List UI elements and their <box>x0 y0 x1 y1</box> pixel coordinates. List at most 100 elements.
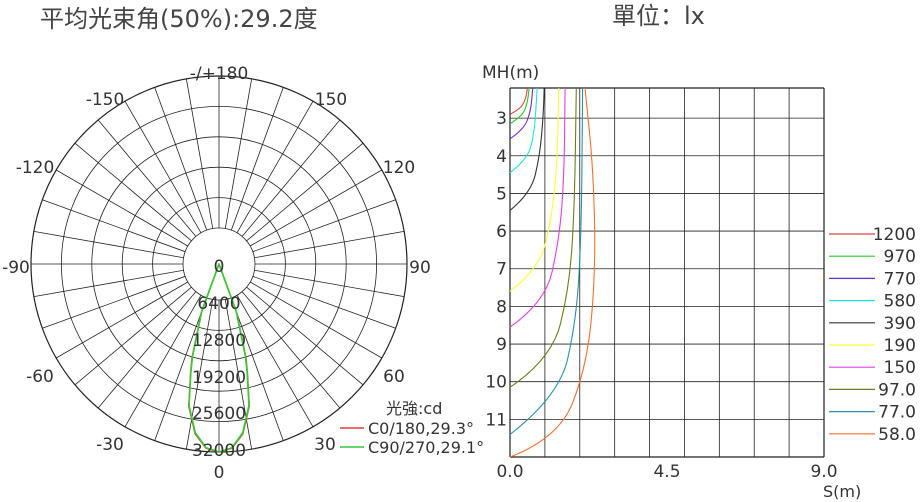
polar-spoke <box>254 269 405 298</box>
isolux-curve-9 <box>509 87 596 458</box>
intensity-labels: 0 6400 12800 19200 25600 32000 <box>192 257 246 461</box>
angle-label-minus-30: -30 <box>96 435 124 455</box>
intensity-label-0: 0 <box>214 257 225 277</box>
legend-label: 580 <box>884 292 916 312</box>
angle-label-150: 150 <box>315 90 347 110</box>
polar-spoke <box>185 299 214 450</box>
isolux-curve-7 <box>509 87 577 388</box>
intensity-label-6400: 6400 <box>197 294 240 314</box>
polar-spoke <box>224 299 253 450</box>
polar-spoke <box>33 269 184 298</box>
polar-spoke <box>224 78 253 229</box>
polar-spoke <box>97 291 197 409</box>
y-tick-label: 6 <box>496 222 507 242</box>
polar-spoke <box>154 297 208 441</box>
polar-spoke <box>246 286 364 386</box>
polar-spoke <box>241 291 341 409</box>
isolux-curve-8 <box>509 87 584 435</box>
isolux-curve-2 <box>509 87 534 140</box>
y-tick-label: 11 <box>485 410 507 430</box>
intensity-label-12800: 12800 <box>192 331 246 351</box>
isolux-axis-labels: MH(m) 3 4 5 6 7 8 9 10 11 0.0 4.5 9.0S(m) <box>482 63 861 501</box>
angle-label-minus-60: -60 <box>26 367 54 387</box>
legend-label: 970 <box>884 247 916 267</box>
polar-intensity-chart: -/+180 -150 150 -120 120 -90 90 -60 60 -… <box>2 64 484 483</box>
x-axis-title: S(m) <box>823 482 861 501</box>
polar-spoke <box>42 275 186 329</box>
polar-angle-labels: -/+180 -150 150 -120 120 -90 90 -60 60 -… <box>2 64 431 483</box>
legend-label-c0: C0/180,29.3° <box>368 419 474 438</box>
x-tick-label: 0.0 <box>496 462 523 482</box>
y-axis-title: MH(m) <box>482 63 539 83</box>
y-tick-label: 7 <box>496 260 507 280</box>
polar-ring <box>91 136 347 392</box>
angle-label-minus-150: -150 <box>86 90 125 110</box>
legend-label: 1200 <box>873 225 916 245</box>
polar-grid <box>30 75 408 453</box>
polar-curves <box>188 263 250 453</box>
legend-label: 390 <box>884 314 916 334</box>
y-tick-label: 10 <box>485 373 507 393</box>
angle-label-60: 60 <box>383 367 405 387</box>
isolux-curve-5 <box>509 87 560 292</box>
intensity-label-25600: 25600 <box>192 404 246 424</box>
legend-label: 97.0 <box>878 380 916 400</box>
polar-spoke <box>236 100 314 234</box>
x-tick-label: 9.0 <box>810 462 837 482</box>
legend-label: 150 <box>884 358 916 378</box>
polar-series-1 <box>188 263 250 453</box>
y-tick-label: 8 <box>496 297 507 317</box>
polar-spoke <box>33 230 184 259</box>
y-tick-label: 5 <box>496 184 507 204</box>
x-tick-label: 4.5 <box>653 462 680 482</box>
polar-legend: 光強:cd C0/180,29.3° C90/270,29.1° <box>340 399 484 457</box>
polar-spoke <box>230 297 284 441</box>
isolux-curve-0 <box>509 87 528 115</box>
polar-spoke <box>124 100 202 234</box>
polar-spoke <box>185 78 214 229</box>
beam-angle-title: 平均光束角(50%):29.2度 <box>40 5 318 33</box>
legend-label: 58.0 <box>878 425 916 445</box>
polar-spoke <box>154 87 208 231</box>
angle-label-90: 90 <box>409 258 431 278</box>
polar-spoke <box>249 169 383 247</box>
isolux-grid <box>509 87 825 458</box>
polar-spoke <box>55 281 189 359</box>
polar-ring <box>60 105 378 423</box>
polar-spoke <box>42 199 186 253</box>
isolux-curve-1 <box>509 87 530 125</box>
polar-ring <box>152 197 286 331</box>
y-tick-label: 4 <box>496 147 507 167</box>
angle-label-180: -/+180 <box>190 64 249 84</box>
y-tick-label: 9 <box>496 335 507 355</box>
polar-spoke <box>246 142 364 242</box>
unit-title: 單位：lx <box>612 2 705 30</box>
legend-label: 770 <box>884 269 916 289</box>
polar-ring <box>121 166 317 362</box>
polar-spoke <box>241 119 341 237</box>
legend-title: 光強:cd <box>386 399 442 418</box>
polar-spoke <box>252 199 396 253</box>
polar-ring <box>182 227 256 301</box>
legend-label: 190 <box>884 336 916 356</box>
angle-label-0: 0 <box>214 463 225 483</box>
angle-label-minus-90: -90 <box>2 258 30 278</box>
polar-spoke <box>230 87 284 231</box>
angle-label-120: 120 <box>383 158 415 178</box>
angle-label-minus-120: -120 <box>16 158 55 178</box>
y-tick-label: 3 <box>496 109 507 129</box>
isolux-curve-6 <box>509 87 566 328</box>
legend-label-c90: C90/270,29.1° <box>368 438 484 457</box>
polar-spoke <box>254 230 405 259</box>
isolux-chart: MH(m) 3 4 5 6 7 8 9 10 11 0.0 4.5 9.0S(m) 1200970770… <box>482 63 916 501</box>
polar-spoke <box>74 142 192 242</box>
polar-spoke <box>74 286 192 386</box>
legend-label: 77.0 <box>878 403 916 423</box>
intensity-label-19200: 19200 <box>192 368 246 388</box>
polar-spoke <box>252 275 396 329</box>
polar-spoke <box>124 294 202 428</box>
polar-spoke <box>97 119 197 237</box>
polar-spoke <box>249 281 383 359</box>
angle-label-30: 30 <box>314 435 336 455</box>
